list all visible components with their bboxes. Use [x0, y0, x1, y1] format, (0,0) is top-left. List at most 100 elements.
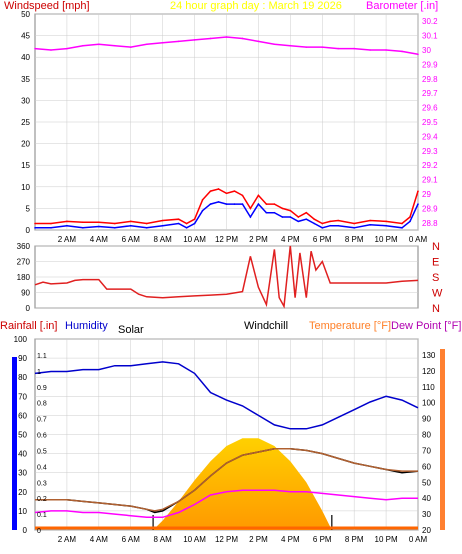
windgust-point: [201, 209, 204, 212]
windspeed-tick-label: 5: [26, 204, 31, 213]
windgust-point: [305, 218, 308, 220]
compass-label: N: [432, 303, 440, 315]
windspeed-point: [177, 218, 180, 220]
rain-tick-label: 0: [37, 528, 41, 535]
time-tick-label: 0 AM: [409, 235, 428, 244]
time-tick-label: 2 PM: [249, 235, 268, 244]
windspeed-point: [249, 207, 252, 210]
time-tick-label: 12 PM: [215, 535, 238, 544]
windgust-point: [289, 216, 292, 218]
direction-tick-label: 270: [17, 258, 31, 267]
windspeed-tick-label: 30: [21, 96, 30, 105]
barometer-tick-label: 29.5: [422, 118, 438, 127]
temperature-tick-label: 50: [422, 478, 431, 487]
windspeed-point: [145, 222, 148, 225]
windgust-point: [185, 227, 188, 229]
windgust-point: [265, 211, 268, 214]
windgust-line: [35, 201, 419, 229]
barometer-point: [209, 37, 212, 40]
windgust-point: [50, 227, 52, 229]
barometer-tick-label: 29.6: [422, 104, 438, 113]
barometer-tick-label: 29.1: [422, 176, 438, 185]
windspeed-point: [113, 222, 116, 225]
barometer-point: [385, 49, 387, 51]
windspeed-point: [34, 222, 36, 225]
windgust-point: [273, 211, 276, 214]
windgust-point: [233, 203, 236, 205]
windspeed-point: [82, 221, 84, 224]
windspeed-tick-label: 15: [21, 161, 30, 170]
humidity-label: Humidity: [65, 320, 108, 332]
rain-tick-label: 0.8: [37, 401, 47, 408]
barometer-tick-label: 29.9: [422, 60, 438, 69]
windspeed-point: [185, 222, 188, 225]
humidity-tick-label: 20: [18, 488, 27, 497]
time-tick-label: 2 AM: [58, 535, 77, 544]
time-tick-label: 6 AM: [122, 535, 141, 544]
humidity-tick-label: 100: [14, 335, 28, 344]
barometer-point: [145, 43, 148, 46]
barometer-point: [66, 47, 68, 50]
rain-tick-label: 0.4: [37, 464, 47, 471]
barometer-tick-label: 30: [422, 46, 431, 55]
barometer-tick-label: 29.7: [422, 89, 438, 98]
temperature-tick-label: 30: [422, 510, 431, 519]
windspeed-point: [289, 209, 292, 212]
windgust-point: [82, 227, 84, 229]
barometer-point: [113, 44, 116, 47]
time-tick-label: 6 AM: [122, 235, 141, 244]
graph-title: 24 hour graph day : March 19 2026: [170, 0, 342, 12]
windspeed-tick-label: 0: [26, 226, 31, 235]
windgust-point: [329, 224, 332, 227]
windspeed-point: [209, 190, 212, 192]
windgust-point: [417, 203, 419, 205]
direction-tick-label: 180: [17, 273, 31, 282]
barometer-tick-label: 29: [422, 190, 431, 199]
rainfall-axis-label: Rainfall [.in]: [0, 320, 57, 332]
rain-tick-label: 1: [37, 369, 41, 376]
time-tick-label: 4 AM: [90, 235, 109, 244]
temperature-tick-label: 90: [422, 415, 431, 424]
windgust-point: [409, 220, 411, 223]
windgust-point: [369, 224, 371, 226]
windspeed-tick-label: 10: [21, 183, 30, 192]
barometer-tick-label: 30.2: [422, 17, 438, 26]
barometer-tick-label: 29.2: [422, 161, 438, 170]
time-tick-label: 4 AM: [90, 535, 109, 544]
windspeed-tick-label: 20: [21, 140, 30, 149]
temperature-tick-label: 120: [422, 367, 436, 376]
windgust-point: [177, 222, 180, 225]
windspeed-point: [369, 219, 371, 222]
humidity-tick-label: 0: [23, 526, 28, 535]
windgust-point: [209, 203, 212, 205]
windspeed-point: [281, 207, 284, 210]
windgust-point: [321, 227, 324, 229]
windspeed-point: [129, 220, 132, 223]
compass-label: E: [432, 257, 439, 269]
compass-label: N: [432, 241, 440, 253]
barometer-point: [225, 36, 228, 38]
windspeed-point: [401, 222, 403, 225]
humidity-tick-label: 10: [18, 507, 27, 516]
rain-tick-label: 0.6: [37, 433, 47, 440]
windspeed-point: [233, 190, 236, 192]
windspeed-point: [305, 211, 308, 214]
windspeed-point: [265, 203, 268, 205]
windspeed-point: [409, 216, 411, 218]
time-tick-label: 8 PM: [345, 535, 364, 544]
barometer-point: [337, 47, 340, 50]
windspeed-point: [353, 222, 355, 225]
rain-tick-label: 0.3: [37, 480, 47, 487]
windspeed-point: [321, 222, 324, 225]
time-tick-label: 8 AM: [154, 535, 173, 544]
windgust-point: [217, 201, 220, 203]
barometer-point: [401, 50, 403, 53]
windspeed-point: [273, 203, 276, 205]
windspeed-tick-label: 40: [21, 53, 30, 62]
temperature-tick-label: 100: [422, 399, 436, 408]
barometer-point: [417, 53, 419, 56]
windgust-point: [34, 227, 36, 229]
temperature-tick-label: 70: [422, 446, 431, 455]
windgust-point: [66, 224, 68, 227]
time-tick-label: 4 PM: [281, 535, 300, 544]
